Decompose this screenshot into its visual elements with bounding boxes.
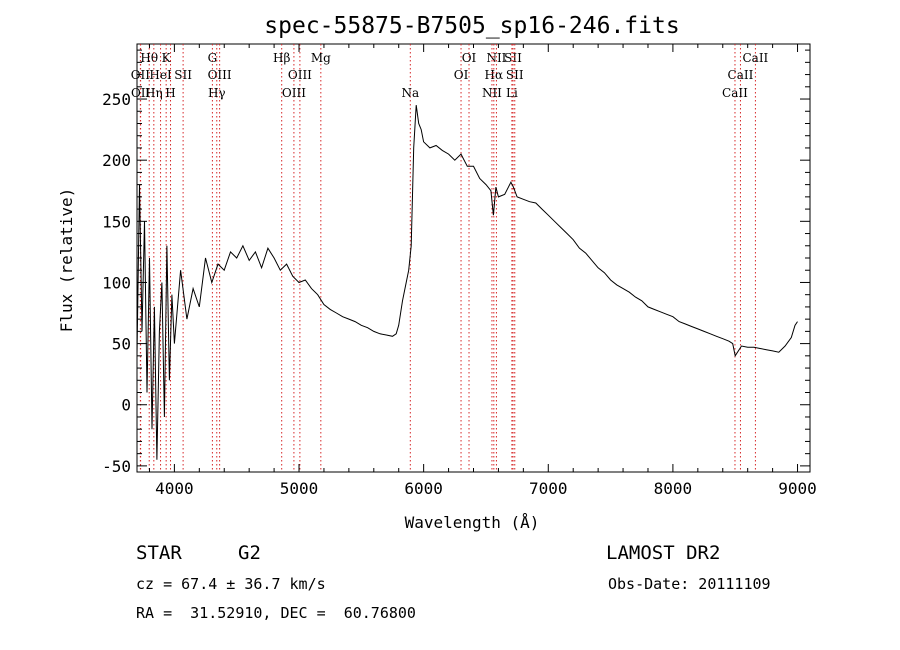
line-marker-label-11: Hβ bbox=[273, 51, 290, 65]
line-marker-label-26: CaII bbox=[722, 86, 748, 100]
y-tick-label-4: 150 bbox=[102, 212, 131, 231]
survey-name: LAMOST DR2 bbox=[606, 542, 721, 564]
plot-area: HθKOIIHeISIIOIIHηHGOIIIHγHβMgOIIIOIIINaO… bbox=[102, 43, 817, 498]
line-marker-label-22: NII bbox=[482, 86, 502, 100]
x-axis-label: Wavelength (Å) bbox=[405, 513, 540, 532]
line-marker-label-5: OII bbox=[131, 86, 151, 100]
observation-date: Obs-Date: 20111109 bbox=[608, 575, 771, 593]
chart-title: spec-55875-B7505_sp16-246.fits bbox=[264, 13, 679, 39]
y-axis-label: Flux (relative) bbox=[57, 188, 76, 333]
line-marker-label-25: CaII bbox=[728, 68, 754, 82]
object-class: STAR bbox=[136, 542, 182, 564]
line-marker-label-1: K bbox=[162, 51, 172, 65]
y-tick-label-2: 50 bbox=[112, 335, 131, 354]
line-marker-label-8: G bbox=[208, 51, 218, 65]
line-marker-label-17: OI bbox=[454, 68, 469, 82]
x-tick-label-0: 4000 bbox=[155, 479, 194, 498]
line-marker-label-10: Hγ bbox=[208, 86, 226, 100]
y-tick-label-6: 250 bbox=[102, 90, 131, 109]
line-marker-label-15: Na bbox=[401, 86, 419, 100]
redshift-velocity: cz = 67.4 ± 36.7 km/s bbox=[136, 575, 326, 593]
y-tick-label-3: 100 bbox=[102, 273, 131, 292]
x-tick-label-2: 6000 bbox=[404, 479, 443, 498]
coordinates: RA = 31.52910, DEC = 60.76800 bbox=[136, 604, 416, 622]
object-subclass: G2 bbox=[238, 542, 261, 564]
line-marker-label-3: HeI bbox=[149, 68, 172, 82]
x-tick-label-3: 7000 bbox=[529, 479, 568, 498]
line-marker-label-24: CaII bbox=[742, 51, 768, 65]
line-marker-label-14: OIII bbox=[282, 86, 306, 100]
line-marker-label-12: Mg bbox=[311, 51, 331, 65]
x-tick-label-5: 9000 bbox=[778, 479, 817, 498]
line-marker-label-7: H bbox=[165, 86, 175, 100]
line-marker-label-9: OIII bbox=[208, 68, 232, 82]
line-marker-label-21: SII bbox=[506, 68, 524, 82]
x-tick-label-4: 8000 bbox=[654, 479, 693, 498]
line-marker-label-20: Hα bbox=[485, 68, 504, 82]
x-tick-label-1: 5000 bbox=[280, 479, 319, 498]
line-marker-label-4: SII bbox=[174, 68, 192, 82]
line-marker-label-13: OIII bbox=[288, 68, 312, 82]
line-marker-label-19: SII bbox=[504, 51, 522, 65]
line-marker-label-23: Li bbox=[506, 86, 518, 100]
y-tick-label-1: 0 bbox=[121, 396, 131, 415]
line-marker-label-0: Hθ bbox=[140, 51, 158, 65]
spectrum-line bbox=[136, 105, 798, 460]
line-marker-label-6: Hη bbox=[145, 86, 163, 100]
y-tick-label-0: -50 bbox=[102, 457, 131, 476]
y-tick-label-5: 200 bbox=[102, 151, 131, 170]
line-marker-label-16: OI bbox=[462, 51, 477, 65]
plot-frame bbox=[136, 43, 811, 473]
